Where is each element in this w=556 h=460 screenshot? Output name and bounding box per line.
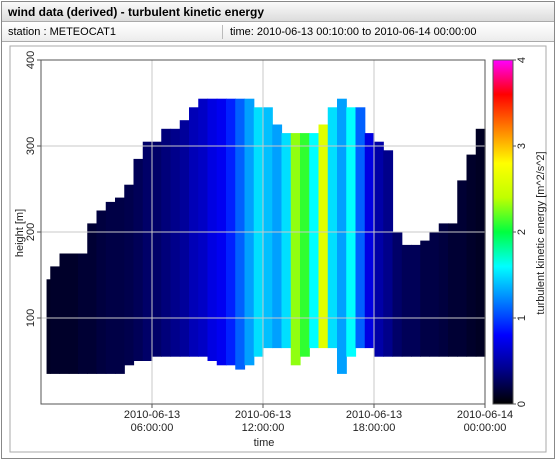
heatmap-cell xyxy=(50,266,61,374)
heatmap-cell xyxy=(87,223,98,374)
y-tick-label: 200 xyxy=(25,223,37,241)
heatmap-cell xyxy=(161,128,172,357)
colorbar-tick-label: 2 xyxy=(516,229,528,235)
x-axis-label: time xyxy=(254,437,275,449)
x-tick-label: 2010-06-13 06:00:00 xyxy=(123,409,181,434)
y-tick-label: 300 xyxy=(25,137,37,155)
heatmap-cell xyxy=(96,210,107,374)
heatmap-cell xyxy=(207,98,218,361)
chart-frame xyxy=(9,45,547,453)
colorbar-label: turbulent kinetic energy [m^2/s^2] xyxy=(535,151,547,314)
heatmap-cell xyxy=(68,253,79,374)
station-label: station : METEOCAT1 xyxy=(8,26,116,38)
heatmap-cell xyxy=(466,154,477,357)
heatmap-cell xyxy=(235,98,246,370)
colorbar xyxy=(492,59,514,405)
heatmap-cell xyxy=(364,133,375,349)
x-tick-label: 2010-06-13 12:00:00 xyxy=(234,409,292,434)
heatmap-cell xyxy=(457,180,468,357)
heatmap-cell xyxy=(318,124,329,349)
heatmap-cell xyxy=(105,201,116,374)
heatmap-cell xyxy=(78,253,88,374)
heatmap-cell xyxy=(392,232,403,357)
colorbar-tick-label: 4 xyxy=(516,57,528,63)
heatmap-cell xyxy=(263,107,273,349)
x-tick-label: 2010-06-13 18:00:00 xyxy=(345,409,403,434)
heatmap-cell xyxy=(475,128,486,357)
heatmap-cell xyxy=(290,133,301,366)
window-title: wind data (derived) - turbulent kinetic … xyxy=(2,2,554,22)
colorbar-tick-label: 3 xyxy=(516,143,528,149)
heatmap-cell xyxy=(46,279,51,374)
heatmap-cell xyxy=(355,107,366,349)
time-range-label: time: 2010-06-13 00:10:00 to 2010-06-14 … xyxy=(230,26,477,38)
heatmap-cell xyxy=(401,244,412,357)
heatmap-cell xyxy=(272,124,283,349)
colorbar-tick-label: 0 xyxy=(516,401,528,407)
y-axis-label: height [m] xyxy=(14,209,26,257)
heatmap-cell xyxy=(133,158,144,361)
heatmap-cell xyxy=(374,141,384,357)
heatmap-cell xyxy=(115,197,125,374)
heatmap-cell xyxy=(327,107,338,349)
y-tick-label: 100 xyxy=(25,309,37,327)
info-row: station : METEOCAT1 time: 2010-06-13 00:… xyxy=(2,23,554,42)
heatmap-cell xyxy=(337,98,347,374)
heatmap-cell xyxy=(152,141,162,357)
heatmap-cell xyxy=(281,133,292,349)
heatmap-cell xyxy=(411,244,421,357)
heatmap-cell xyxy=(420,240,431,357)
heatmap-cell xyxy=(179,120,190,357)
x-tick-label: 2010-06-14 00:00:00 xyxy=(456,409,514,434)
heatmap-cell xyxy=(383,150,394,357)
heatmap-cell xyxy=(170,128,181,357)
heatmap-cell xyxy=(429,232,440,357)
heatmap-cell xyxy=(124,184,135,366)
heatmap-cell xyxy=(59,253,70,374)
heatmap-cell xyxy=(448,223,458,357)
colorbar-tick-label: 1 xyxy=(516,315,528,321)
separator xyxy=(222,25,223,39)
heatmap-cell xyxy=(300,133,310,357)
y-tick-label: 400 xyxy=(25,51,37,69)
heatmap-cell xyxy=(309,133,320,349)
heatmap-cell xyxy=(198,98,209,357)
heatmap-cell xyxy=(438,223,449,357)
heatmap-cell xyxy=(142,141,153,361)
